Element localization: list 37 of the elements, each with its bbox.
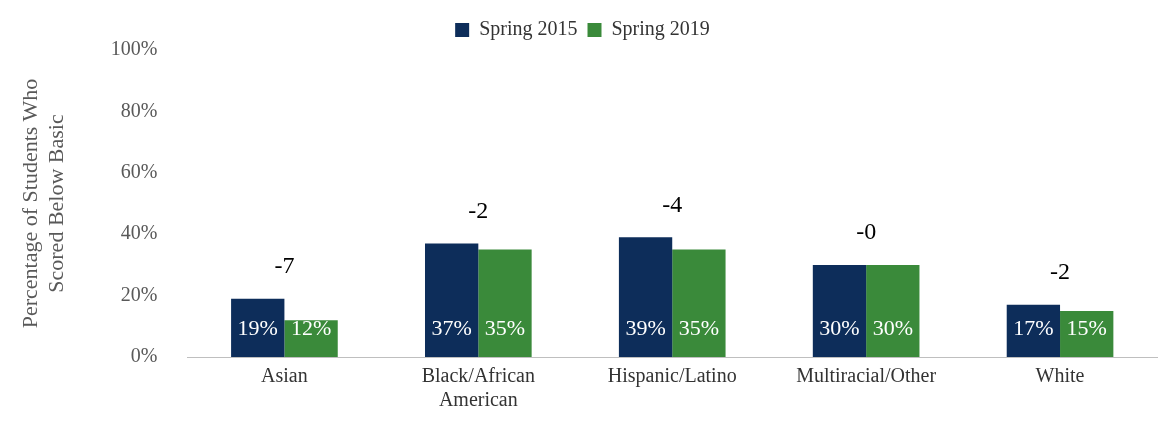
- y-tick-label: 80%: [120, 98, 158, 121]
- bar: [478, 249, 532, 357]
- data-label: 30%: [872, 314, 913, 340]
- y-tick-label: 20%: [120, 282, 158, 305]
- y-tick-label: 60%: [120, 160, 158, 183]
- bar: [672, 249, 726, 357]
- data-label: 39%: [625, 314, 666, 340]
- data-label: 15%: [1066, 314, 1107, 340]
- annotation: -4: [662, 190, 683, 217]
- y-tick-label: 0%: [130, 344, 158, 367]
- data-label: 12%: [290, 314, 332, 340]
- data-label: 19%: [237, 314, 278, 340]
- bar: [812, 264, 867, 357]
- x-tick-label: Black/African American: [421, 364, 535, 411]
- bar: [1006, 304, 1061, 357]
- x-tick-label: Multiracial/Other: [796, 364, 937, 387]
- bar: [425, 243, 479, 357]
- annotation: -0: [856, 218, 877, 245]
- y-axis-title: Percentage of Students Who Scored Below Basic: [16, 78, 69, 329]
- bar: [866, 264, 920, 357]
- y-tick-label: 100%: [110, 37, 158, 60]
- annotation: -7: [274, 251, 295, 278]
- bar: [618, 237, 673, 357]
- data-label: 30%: [819, 314, 860, 340]
- annotation: -2: [1050, 258, 1071, 285]
- y-tick-label: 40%: [120, 221, 158, 244]
- x-tick-label: Asian: [261, 364, 308, 387]
- data-label: 35%: [484, 314, 526, 340]
- data-label: 37%: [431, 314, 472, 340]
- x-tick-label: Hispanic/Latino: [607, 364, 737, 388]
- x-tick-label: White: [1035, 364, 1085, 387]
- legend-label: Spring 2015: [479, 17, 578, 41]
- annotation: -2: [468, 196, 489, 223]
- data-label: 17%: [1013, 314, 1054, 340]
- data-label: 35%: [678, 314, 720, 340]
- bar: [231, 298, 285, 357]
- legend-label: Spring 2019: [611, 17, 710, 41]
